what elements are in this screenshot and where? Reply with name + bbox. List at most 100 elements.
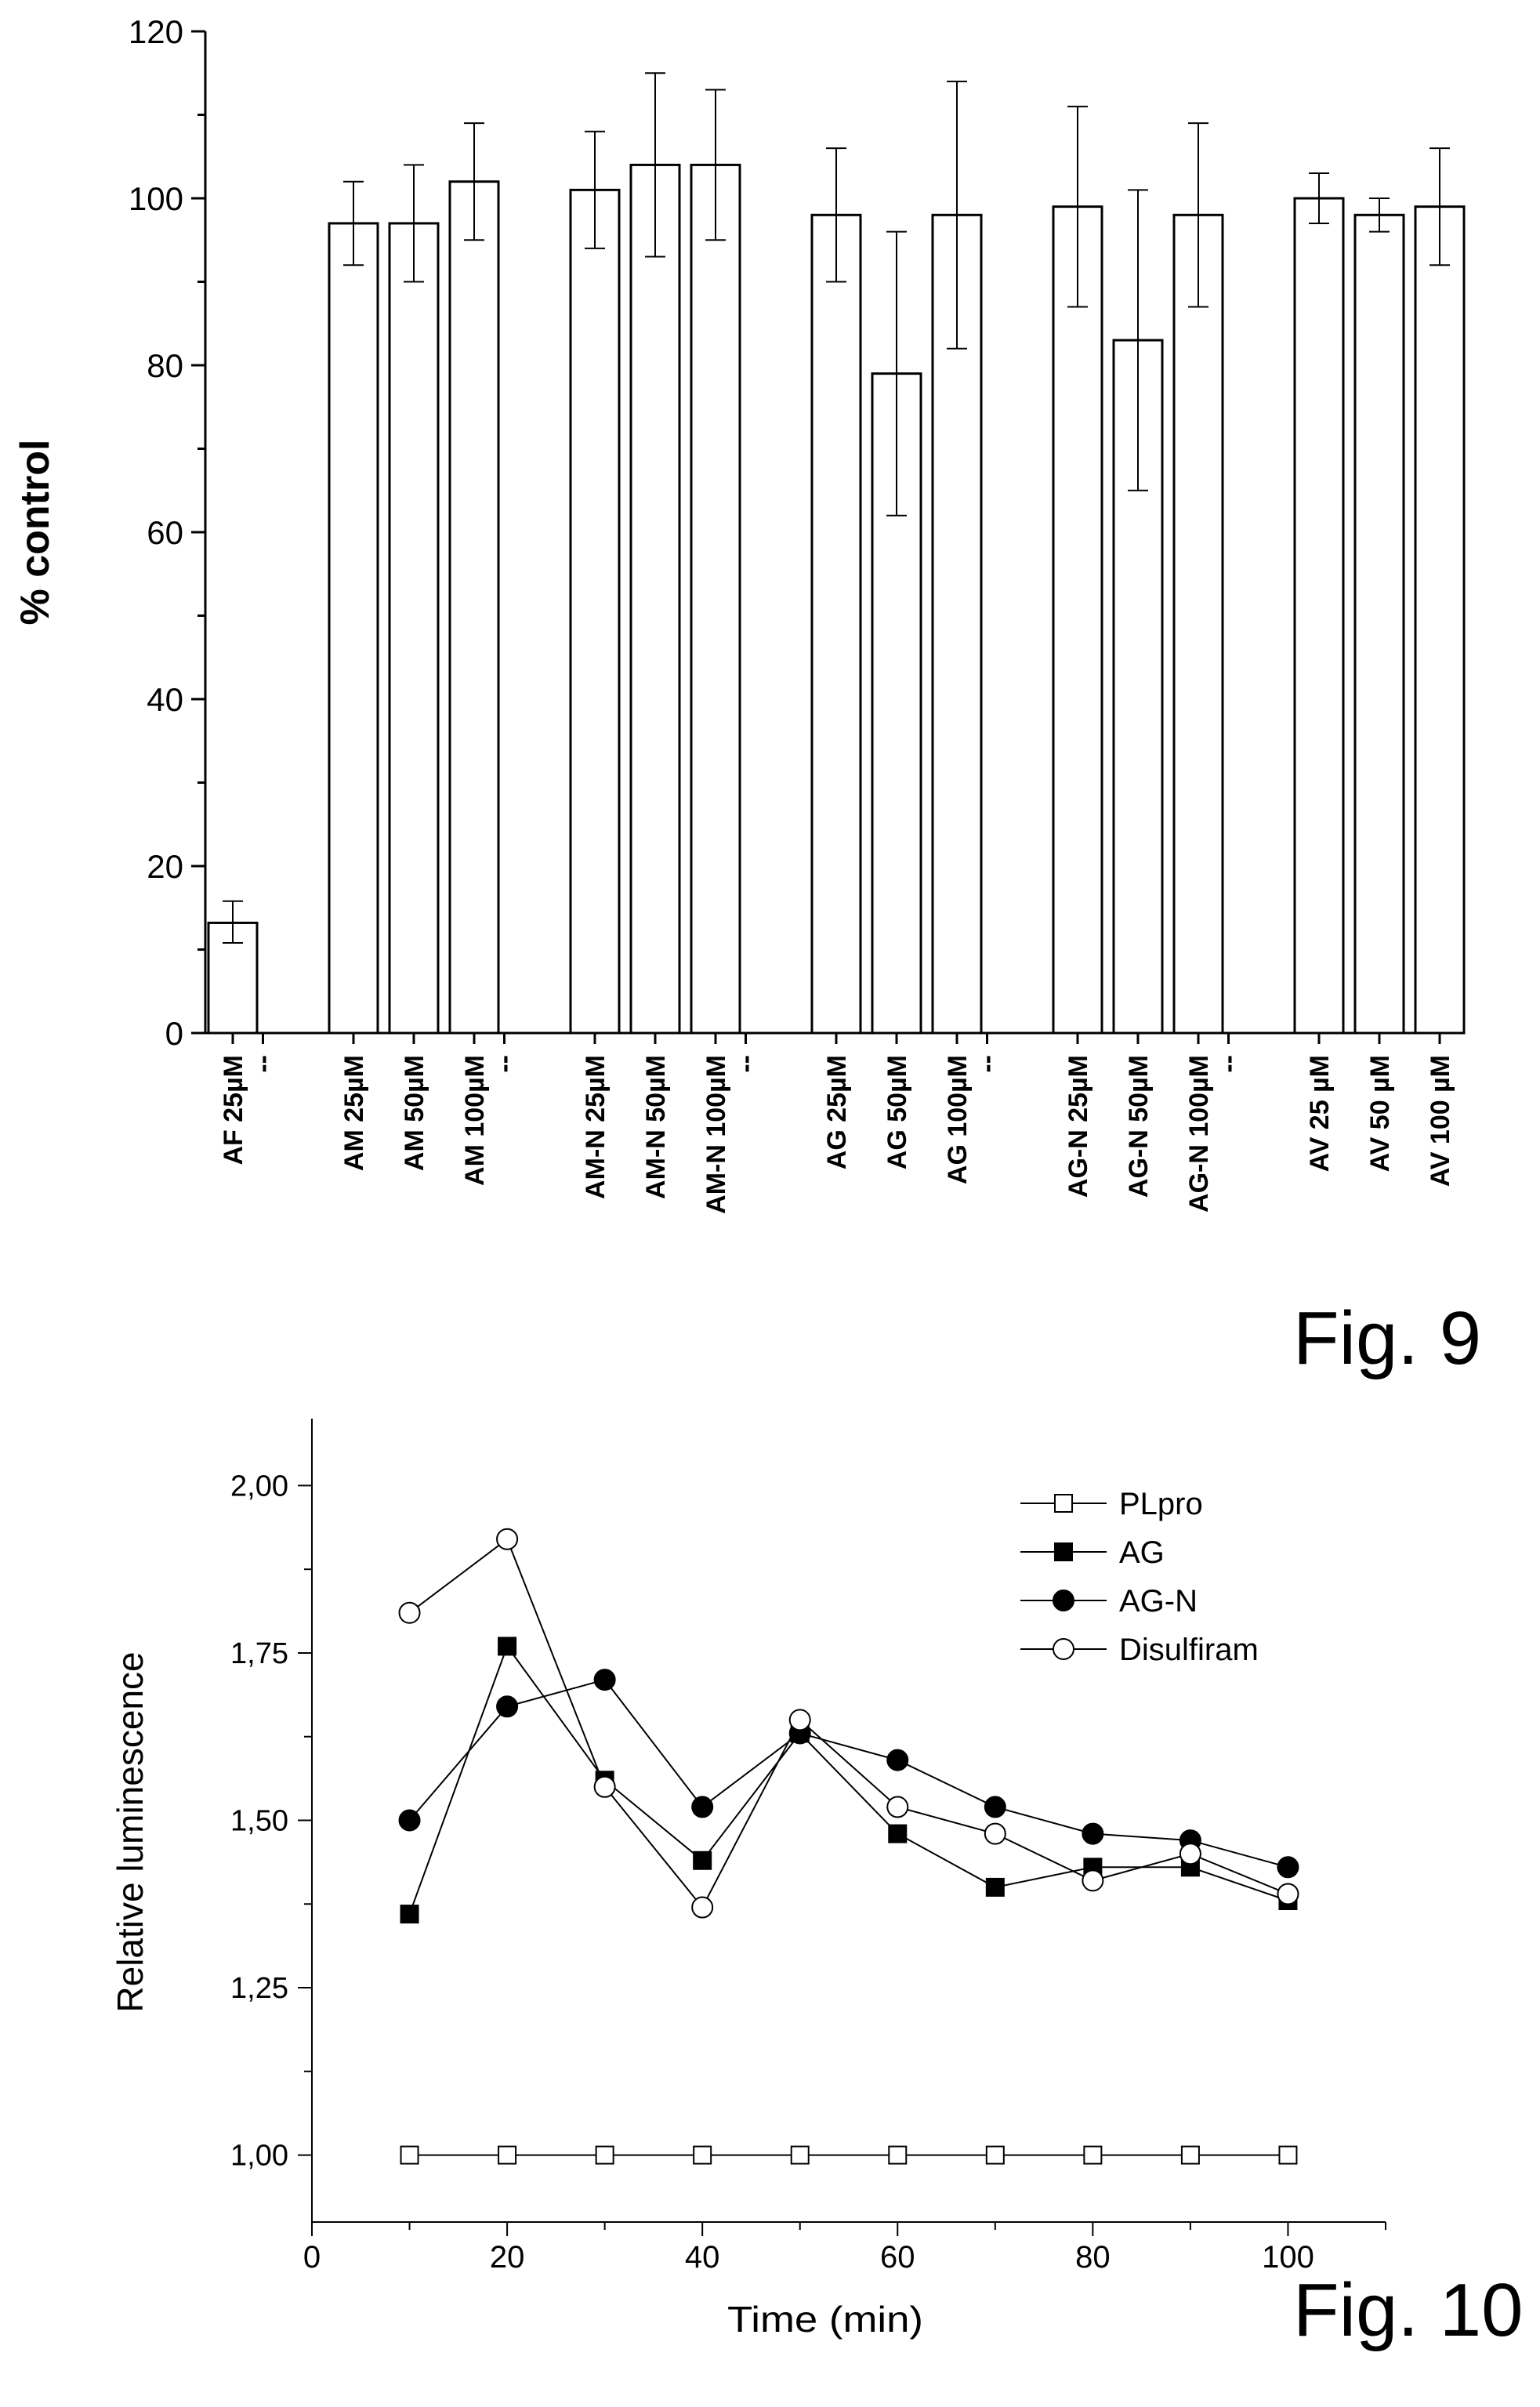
- y-tick-label: 1,75: [230, 1637, 288, 1670]
- bar: [1414, 205, 1466, 1035]
- y-tick-label: 20: [147, 848, 183, 885]
- x-tick-label: AM-N 50µM: [641, 1055, 671, 1199]
- y-tick-label: 1,50: [230, 1805, 288, 1838]
- data-point: [1082, 1822, 1104, 1845]
- series-line-disulfiram: [408, 1538, 1288, 1909]
- x-tick-label: AG-N 100µM: [1184, 1055, 1214, 1213]
- x-tick-label: AM 25µM: [339, 1055, 369, 1171]
- data-point: [888, 1824, 908, 1843]
- series-line-ag: [408, 1644, 1288, 1915]
- data-point: [595, 2145, 614, 2165]
- data-point: [984, 1822, 1006, 1845]
- x-tick-label: 100: [1262, 2240, 1314, 2275]
- separator-tick-label: --: [731, 1055, 761, 1073]
- data-point: [1180, 2145, 1200, 2165]
- data-point: [593, 1775, 616, 1798]
- y-tick-label: 0: [165, 1015, 183, 1052]
- series-line-ag-n: [408, 1678, 1288, 1869]
- x-tick-label: AV 100 µM: [1426, 1055, 1455, 1187]
- y-tick-label: 1,00: [230, 2140, 288, 2173]
- legend-label: PLpro: [1119, 1487, 1203, 1521]
- bar: [388, 222, 440, 1035]
- data-point: [498, 2145, 517, 2165]
- legend-label: Disulfiram: [1119, 1633, 1259, 1667]
- data-point: [1277, 1883, 1299, 1905]
- y-axis-title: % control: [13, 440, 58, 625]
- y-tick-label: 80: [147, 347, 183, 384]
- separator-tick-label: --: [1214, 1055, 1244, 1073]
- bar: [328, 222, 379, 1035]
- data-point: [788, 1709, 811, 1731]
- x-tick-label: AM 100µM: [460, 1055, 490, 1186]
- data-point: [691, 1796, 714, 1818]
- x-tick-label: AG 25µM: [822, 1055, 852, 1169]
- data-point: [888, 2145, 908, 2165]
- data-point: [498, 1637, 517, 1656]
- data-point: [593, 1669, 616, 1691]
- bar: [810, 213, 862, 1035]
- legend-label: AG-N: [1119, 1584, 1198, 1619]
- x-tick-label: AG-N 50µM: [1124, 1055, 1154, 1198]
- data-point: [693, 1851, 712, 1870]
- data-point: [886, 1796, 909, 1818]
- x-axis-title: Time (min): [727, 2299, 923, 2340]
- y-tick-label: 60: [147, 514, 183, 551]
- legend-marker: [1054, 1494, 1073, 1513]
- y-tick-label: 40: [147, 681, 183, 718]
- separator-tick-label: --: [490, 1055, 520, 1073]
- x-tick-label: 20: [490, 2240, 525, 2275]
- y-axis-title: Relative luminescence: [110, 1651, 150, 2012]
- bar: [931, 213, 983, 1035]
- data-point: [1082, 1869, 1104, 1892]
- data-point: [1278, 2145, 1298, 2165]
- figure-10-label: Fig. 10: [1293, 2268, 1524, 2352]
- y-tick-label: 2,00: [230, 1470, 288, 1503]
- bar: [569, 188, 621, 1035]
- bar: [1172, 213, 1224, 1035]
- x-tick-label: 60: [880, 2240, 915, 2275]
- y-tick-label: 100: [129, 180, 183, 217]
- data-point: [1277, 1856, 1299, 1879]
- x-tick-label: 40: [685, 2240, 720, 2275]
- y-tick-label: 120: [129, 13, 183, 50]
- x-tick-label: 0: [303, 2240, 321, 2275]
- bar: [1353, 213, 1405, 1035]
- data-point: [400, 1905, 419, 1924]
- data-point: [496, 1695, 519, 1718]
- bar: [1052, 205, 1103, 1035]
- figure-9-label: Fig. 9: [1293, 1296, 1482, 1380]
- x-tick-label: AG 100µM: [943, 1055, 973, 1184]
- bar: [629, 163, 681, 1035]
- data-point: [400, 2145, 419, 2165]
- legend-label: AG: [1119, 1535, 1165, 1570]
- data-point: [691, 1896, 714, 1919]
- x-tick-label: AF 25µM: [219, 1055, 248, 1165]
- separator-tick-label: --: [248, 1055, 278, 1073]
- x-tick-label: AG 50µM: [882, 1055, 912, 1169]
- data-point: [693, 2145, 712, 2165]
- x-tick-label: AV 50 µM: [1365, 1055, 1395, 1172]
- legend-marker: [1053, 1590, 1074, 1611]
- y-tick-label: 1,25: [230, 1972, 288, 2005]
- bar: [690, 163, 741, 1035]
- bar: [448, 180, 500, 1035]
- x-tick-label: AV 25 µM: [1305, 1055, 1335, 1172]
- x-tick-label: AM-N 100µM: [701, 1055, 731, 1214]
- data-point: [985, 2145, 1005, 2165]
- x-tick-label: AG-N 25µM: [1064, 1055, 1093, 1198]
- data-point: [984, 1796, 1006, 1818]
- data-point: [398, 1809, 421, 1832]
- data-point: [790, 2145, 810, 2165]
- x-tick-label: 80: [1075, 2240, 1111, 2275]
- legend-marker: [1054, 1542, 1073, 1561]
- bar: [1293, 197, 1345, 1035]
- data-point: [398, 1601, 421, 1624]
- data-point: [985, 1877, 1005, 1897]
- line-chart-fig10: 0 20 40 60 80 100 1,00 1,25 1,50 1,75 2,00 Time (mi…: [110, 1419, 1386, 2340]
- x-tick-label: AM 50µM: [400, 1055, 429, 1171]
- data-point: [1083, 2145, 1103, 2165]
- legend-marker: [1053, 1638, 1074, 1660]
- data-point: [886, 1749, 909, 1771]
